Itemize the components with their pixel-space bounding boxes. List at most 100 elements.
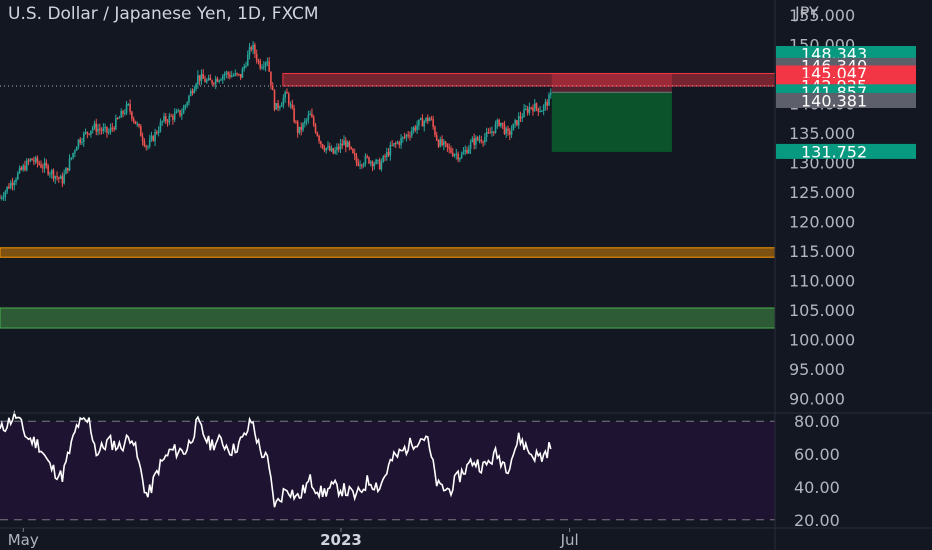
candle-body	[402, 136, 404, 139]
candle-body	[503, 124, 506, 134]
candle-body	[15, 179, 17, 183]
price-tick-label: 155.000	[789, 6, 855, 25]
candle-body	[302, 123, 304, 131]
candle-body	[197, 75, 199, 85]
candle-body	[107, 131, 110, 133]
candle-body	[166, 121, 169, 123]
candle-body	[530, 107, 532, 109]
candle-body	[346, 141, 349, 148]
candle-body	[489, 132, 491, 134]
candle-body	[514, 120, 516, 124]
candle-body	[371, 161, 374, 167]
candle-body	[2, 196, 5, 198]
candle-body	[507, 128, 509, 132]
candle-body	[398, 142, 401, 145]
candle-body	[286, 92, 288, 94]
resistance-zone	[282, 72, 776, 87]
candle-body	[427, 117, 429, 122]
candle-body	[277, 102, 279, 108]
candle-body	[412, 127, 415, 132]
candle-body	[159, 122, 162, 132]
candle-body	[81, 141, 83, 143]
time-axis[interactable]: May 2023 Jul	[8, 528, 579, 549]
candle-body	[423, 121, 426, 127]
candle-body	[304, 121, 306, 124]
candle-body	[109, 127, 112, 132]
position-target-area	[551, 92, 672, 152]
candle-body	[457, 153, 459, 160]
candle-body	[364, 156, 367, 165]
candle-body	[127, 104, 130, 106]
candle-body	[241, 68, 244, 78]
rsi-tick-label: 20.00	[794, 511, 840, 530]
candle-body	[88, 133, 90, 135]
candle-body	[291, 104, 294, 109]
candle-body	[22, 165, 24, 170]
candle-body	[312, 117, 315, 125]
candle-body	[216, 78, 219, 82]
candle-body	[425, 117, 427, 122]
candle-body	[542, 105, 545, 111]
price-badge	[776, 143, 916, 159]
candle-body	[473, 138, 475, 145]
candle-body	[382, 155, 385, 162]
rsi-tick-label: 80.00	[794, 412, 840, 431]
candle-body	[393, 143, 395, 146]
candle-body	[150, 135, 153, 140]
candle-body	[443, 141, 445, 146]
candle-body	[223, 74, 226, 76]
candle-body	[252, 44, 254, 50]
candle-body	[66, 167, 69, 171]
candle-body	[467, 148, 470, 154]
candle-body	[469, 142, 472, 149]
candle-body	[448, 147, 450, 149]
candle-body	[293, 108, 295, 122]
candle-body	[505, 128, 508, 134]
candle-body	[341, 143, 344, 146]
candle-body	[546, 101, 549, 106]
candle-body	[366, 156, 368, 158]
candle-body	[462, 152, 465, 155]
candle-body	[134, 120, 137, 124]
candle-body	[541, 110, 543, 112]
candle-body	[136, 123, 139, 125]
candle-body	[368, 157, 370, 164]
candle-body	[512, 123, 515, 131]
candle-body	[361, 164, 363, 166]
candle-body	[129, 104, 131, 112]
candle-body	[537, 107, 540, 112]
candle-body	[471, 138, 474, 143]
candle-body	[234, 73, 237, 76]
candle-body	[17, 172, 19, 180]
price-badge	[776, 93, 916, 109]
candle-body	[362, 164, 365, 166]
candle-body	[20, 167, 23, 170]
candle-body	[45, 162, 48, 166]
candle-body	[480, 139, 483, 142]
candle-body	[157, 131, 160, 134]
price-badges: 148.343146.340145.047142.925141.857140.3…	[776, 45, 916, 161]
candle-body	[8, 186, 10, 189]
candle-body	[75, 147, 78, 151]
candle-body	[63, 174, 65, 184]
green-support-zone	[0, 307, 776, 329]
price-tick-label: 115.000	[789, 242, 855, 261]
candle-body	[510, 130, 513, 135]
candle-body	[132, 118, 135, 121]
candle-body	[214, 78, 217, 85]
candle-body	[125, 104, 128, 113]
price-tick-label: 95.000	[789, 360, 845, 379]
candle-body	[475, 137, 477, 145]
candle-body	[227, 72, 229, 75]
candle-body	[250, 47, 253, 50]
candle-body	[375, 159, 377, 164]
candle-body	[84, 131, 87, 134]
candle-body	[487, 132, 490, 134]
candle-body	[207, 78, 210, 81]
candle-body	[391, 144, 393, 146]
rsi-tick-label: 60.00	[794, 445, 840, 464]
chart-title: U.S. Dollar / Japanese Yen, 1D, FXCM	[8, 4, 319, 24]
candle-body	[348, 141, 351, 147]
candle-body	[484, 137, 486, 143]
